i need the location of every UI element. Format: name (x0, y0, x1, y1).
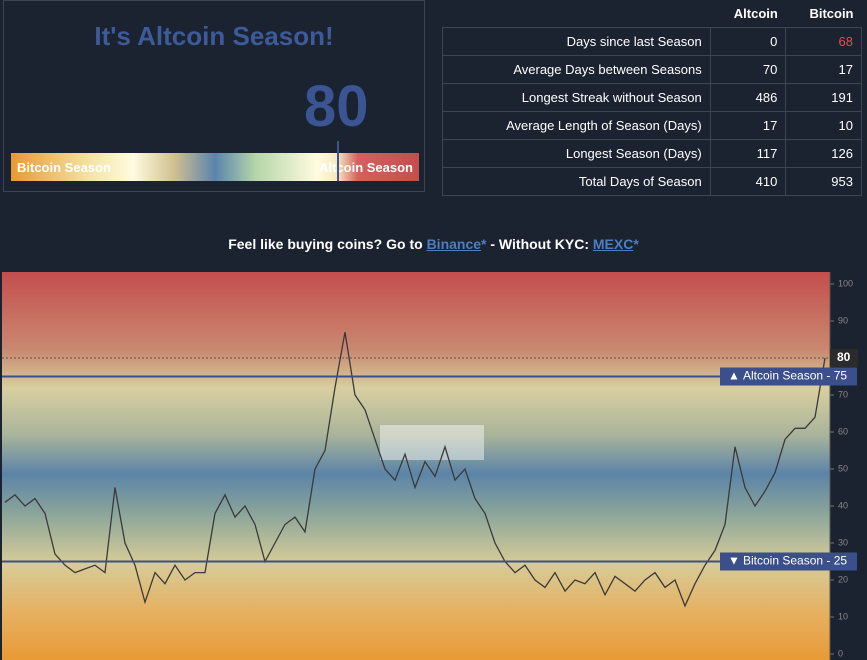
y-tick-label: 60 (838, 426, 848, 436)
index-line (4, 331, 826, 608)
current-badge (830, 349, 858, 367)
table-row: Total Days of Season 410 953 (442, 167, 862, 196)
star: * (481, 236, 487, 252)
cell-value: 17 (785, 55, 862, 84)
row-label: Average Length of Season (Days) (442, 111, 711, 140)
table-row: Days since last Season 0 68 (442, 27, 862, 56)
threshold-badge (720, 367, 857, 386)
title: It's Altcoin Season! (94, 21, 334, 51)
col-header: Bitcoin (809, 6, 854, 21)
mexc-link[interactable]: MEXC (592, 236, 634, 252)
score-panel: It's Altcoin Season! 80 Bitcoin Season A… (3, 0, 425, 192)
chart: 010203040506070809010080▲Altcoin Season … (2, 272, 867, 660)
row-label: Days since last Season (442, 27, 711, 56)
cell-value: 486 (709, 83, 787, 112)
y-tick-label: 30 (838, 537, 848, 547)
row-label: Total Days of Season (442, 167, 711, 196)
cell-value: 191 (785, 83, 862, 112)
gauge-left-label: Bitcoin Season (17, 160, 111, 175)
y-tick-label: 0 (838, 648, 843, 658)
binance-link[interactable]: Binance (426, 236, 482, 252)
gauge-right-label: Altcoin Season (319, 160, 413, 175)
watermark (380, 425, 484, 460)
corner (443, 0, 711, 28)
row-label: Longest Streak without Season (442, 83, 711, 112)
row-label: Longest Season (Days) (442, 139, 711, 168)
cell-value: 953 (785, 167, 862, 196)
y-tick-label: 90 (838, 315, 848, 325)
y-tick-label: 70 (838, 389, 848, 399)
chart-background (2, 272, 830, 660)
cell-value: 410 (709, 167, 787, 196)
gauge: Bitcoin Season Altcoin Season (11, 141, 419, 181)
threshold-arrow: ▼ (728, 554, 740, 568)
stats-table: Altcoin Bitcoin Days since last Season 0 6… (442, 0, 862, 196)
cell-value: 10 (785, 111, 862, 140)
star: * (633, 236, 639, 252)
threshold-arrow: ▲ (728, 369, 740, 383)
y-tick-label: 50 (838, 463, 848, 473)
table-row: Longest Streak without Season 486 191 (442, 83, 862, 112)
cell-value: 17 (709, 111, 787, 140)
y-tick-label: 100 (838, 278, 853, 288)
cell-value: 68 (785, 27, 862, 56)
score: 80 (304, 74, 369, 139)
y-tick-label: 40 (838, 500, 848, 510)
row-label: Average Days between Seasons (442, 55, 711, 84)
cell-value: 70 (709, 55, 787, 84)
promo-text: - Without KYC: (490, 236, 589, 252)
table-row: Average Days between Seasons 70 17 (442, 55, 862, 84)
cell-value: 117 (709, 139, 787, 168)
col-header: Altcoin (733, 6, 778, 21)
threshold-label: Altcoin Season - 75 (743, 369, 847, 383)
threshold-label: Bitcoin Season - 25 (743, 554, 847, 568)
table-row: Average Length of Season (Days) 17 10 (442, 111, 862, 140)
promo-text: Feel like buying coins? Go to (228, 236, 423, 252)
y-tick-label: 10 (838, 611, 848, 621)
gauge-marker (337, 141, 340, 181)
threshold-badge (720, 552, 857, 571)
cell-value: 126 (785, 139, 862, 168)
cell-value: 0 (709, 27, 787, 56)
y-tick-label: 20 (838, 574, 848, 584)
table-row: Longest Season (Days) 117 126 (442, 139, 862, 168)
current-label: 80 (837, 350, 851, 364)
axis-background (830, 272, 867, 660)
promo: Feel like buying coins? Go to Binance* -… (0, 236, 867, 252)
